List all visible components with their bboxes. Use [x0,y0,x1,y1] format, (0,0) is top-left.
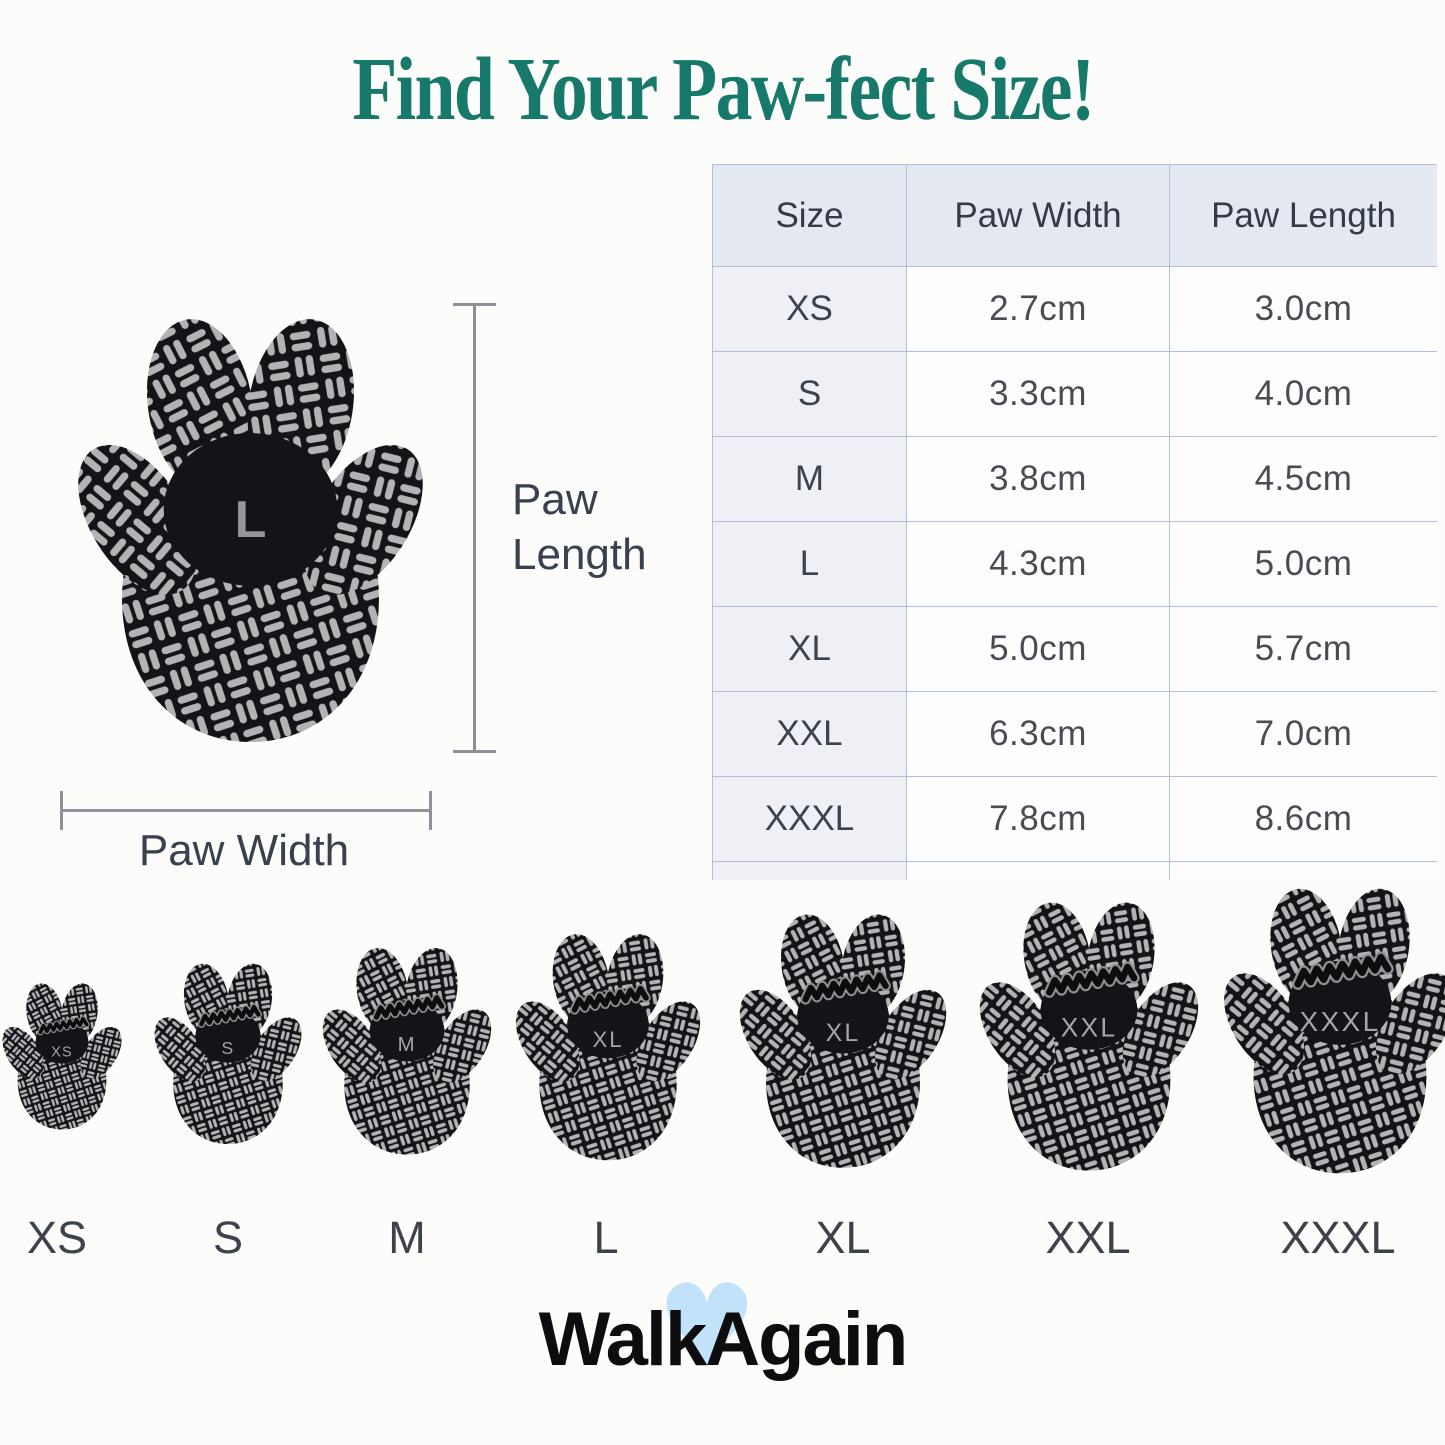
paw-length-cell: 5.7cm [1169,606,1437,692]
measurement-diagram: L Paw Length Paw Width [0,0,710,900]
pad-size-print: XXXL [1300,1006,1381,1037]
pad-size-print: XXL [1061,1012,1117,1042]
size-table-row: XXL 6.3cm 7.0cm [712,691,1437,777]
paw-pad-xs: XS [2,982,122,1130]
pad-center-patch [163,433,338,586]
page-title: Find Your Paw-fect Size! [351,40,1095,139]
paw-pad-xxl: XXL [979,900,1199,1171]
lineup-label-xxxl: XXXL [1280,1212,1396,1263]
paw-width-cell [906,861,1170,880]
size-cell: M [712,436,907,522]
lineup-label-s: S [212,1212,244,1263]
paw-width-label: Paw Width [138,826,350,875]
paw-length-cell [1169,861,1437,880]
size-cell [712,861,907,880]
paw-pad-illustration: L [63,315,438,743]
size-table: Size Paw Width Paw Length XS 2.7cm 3.0cm… [712,164,1437,880]
paw-width-measure-line [60,791,432,830]
lineup-label-xs: XS [26,1212,88,1263]
paw-pad-s: S [154,962,302,1145]
paw-length-label: Paw Length [512,475,647,580]
size-cell: L [712,521,907,607]
brand-logo: ♥ WalkAgain [0,1270,1445,1383]
paw-length-measure-line [453,303,496,753]
paw-pad-xxxl: XXXL [1223,886,1445,1174]
size-cell: XXL [712,691,907,777]
paw-width-cell: 3.8cm [906,436,1170,522]
lineup-label-m: M [388,1212,426,1263]
pad-size-print: XL [826,1019,861,1047]
column-header-paw-length: Paw Length [1169,164,1437,267]
paw-pad-xl: XL [739,912,947,1168]
size-table-section: Size Paw Width Paw Length XS 2.7cm 3.0cm… [712,164,1437,880]
brand-name: WalkAgain [538,1297,909,1382]
lineup-label-l: L [593,1212,619,1263]
lineup-label-xxl: XXL [1045,1212,1131,1263]
size-table-row: L 4.3cm 5.0cm [712,521,1437,607]
size-cell: XXXL [712,776,907,862]
lineup-label-xl: XL [815,1212,871,1263]
pad-size-print: XS [51,1044,73,1060]
pad-size-print: S [221,1038,234,1058]
pad-size-print: M [398,1034,417,1056]
paw-width-cell: 2.7cm [906,266,1170,352]
paw-width-cell: 5.0cm [906,606,1170,692]
paw-length-cell: 7.0cm [1169,691,1437,777]
paw-width-cell: 7.8cm [906,776,1170,862]
size-table-row: XS 2.7cm 3.0cm [712,266,1437,352]
size-table-row: XXXL 7.8cm 8.6cm [712,776,1437,862]
size-table-row: S 3.3cm 4.0cm [712,351,1437,437]
paw-length-cell: 8.6cm [1169,776,1437,862]
column-header-paw-width: Paw Width [906,164,1170,267]
paw-length-cell: 5.0cm [1169,521,1437,607]
size-table-header-row: Size Paw Width Paw Length [712,164,1437,267]
heart-icon: ♥ [656,1261,758,1391]
pad-size-print: XL [593,1027,624,1052]
paw-pad-l: XL [515,932,701,1161]
column-header-size: Size [712,164,907,267]
pad-size-print: L [235,491,267,549]
size-cell: XS [712,266,907,352]
paw-pad-m: M [322,946,492,1155]
paw-length-cell: 3.0cm [1169,266,1437,352]
paw-width-cell: 3.3cm [906,351,1170,437]
paw-width-cell: 4.3cm [906,521,1170,607]
paw-width-cell: 6.3cm [906,691,1170,777]
size-table-partial-row [712,861,1437,880]
paw-length-cell: 4.0cm [1169,351,1437,437]
